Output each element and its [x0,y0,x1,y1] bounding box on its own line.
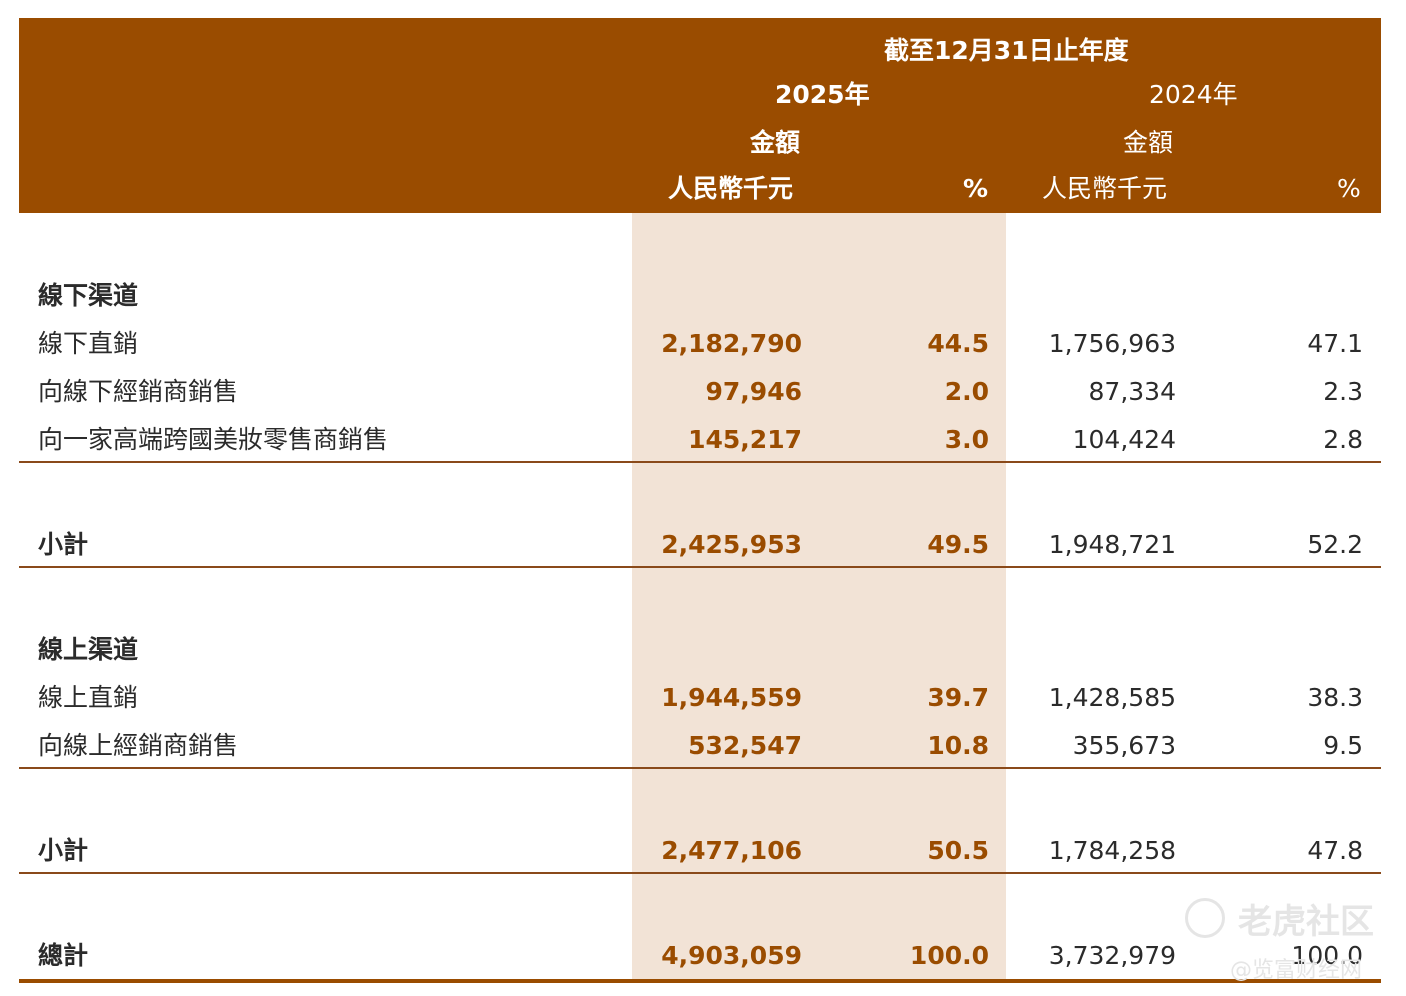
unit-2025-heading: 人民幣千元 [668,174,794,203]
pct-2024: 2.3 [1323,377,1363,406]
row-label: 向線上經銷商銷售 [38,731,239,760]
divider [19,872,1381,874]
divider [19,461,1381,463]
amount-2024: 87,334 [1088,377,1176,406]
row-label: 線上直銷 [38,683,139,712]
amount-2024-heading: 金額 [1123,128,1174,157]
subtotal-row-offline: 小計 2,425,953 49.5 1,948,721 52.2 [0,527,1406,563]
amount-2025: 532,547 [688,731,802,760]
pct-2025: 49.5 [927,530,989,559]
pct-2024: 52.2 [1307,530,1363,559]
pct-2024: 47.1 [1307,329,1363,358]
amount-2025-heading: 金額 [750,128,801,157]
section-title: 線上渠道 [38,635,139,664]
pct-2025-heading: % [963,174,989,203]
amount-2025: 4,903,059 [661,941,802,970]
row-label: 小計 [38,836,89,865]
watermark-credit: @览富财经网 [1230,958,1363,983]
amount-2025: 2,477,106 [661,836,802,865]
table-row: 向一家高端跨國美妝零售商銷售 145,217 3.0 104,424 2.8 [0,422,1406,458]
table-row: 線上直銷 1,944,559 39.7 1,428,585 38.3 [0,680,1406,716]
amount-2025: 2,425,953 [661,530,802,559]
section-offline: 線下渠道 [0,278,1406,314]
pct-2024: 9.5 [1323,731,1363,760]
amount-2024: 1,756,963 [1048,329,1176,358]
pct-2025: 44.5 [927,329,989,358]
row-label: 向線下經銷商銷售 [38,377,239,406]
current-year-highlight [632,213,1006,983]
divider [19,566,1381,568]
row-label: 總計 [38,941,89,970]
section-title: 線下渠道 [38,281,139,310]
amount-2024: 355,673 [1072,731,1176,760]
table-row: 向線下經銷商銷售 97,946 2.0 87,334 2.3 [0,374,1406,410]
amount-2025: 2,182,790 [661,329,802,358]
pct-2025: 10.8 [927,731,989,760]
amount-2024: 104,424 [1072,425,1176,454]
pct-2025: 50.5 [927,836,989,865]
pct-2025: 39.7 [927,683,989,712]
amount-2024: 1,948,721 [1048,530,1176,559]
row-label: 向一家高端跨國美妝零售商銷售 [38,425,389,454]
row-label: 線下直銷 [38,329,139,358]
tiger-logo-icon [1185,898,1225,938]
year-2024-heading: 2024年 [1149,80,1238,109]
watermark-brand: 老虎社区 [1238,902,1374,942]
amount-2024: 3,732,979 [1048,941,1176,970]
table-row: 線下直銷 2,182,790 44.5 1,756,963 47.1 [0,326,1406,362]
amount-2024: 1,784,258 [1048,836,1176,865]
amount-2025: 145,217 [688,425,802,454]
pct-2025: 3.0 [944,425,989,454]
pct-2025: 2.0 [944,377,989,406]
amount-2024: 1,428,585 [1048,683,1176,712]
year-2025-heading: 2025年 [775,80,870,109]
amount-2025: 1,944,559 [661,683,802,712]
table-header: 截至12月31日止年度 2025年 2024年 金額 金額 人民幣千元 % 人民… [19,18,1381,213]
amount-2025: 97,946 [705,377,802,406]
pct-2024: 2.8 [1323,425,1363,454]
pct-2025: 100.0 [909,941,989,970]
section-online: 線上渠道 [0,632,1406,668]
subtotal-row-online: 小計 2,477,106 50.5 1,784,258 47.8 [0,833,1406,869]
unit-2024-heading: 人民幣千元 [1042,174,1168,203]
pct-2024: 100.0 [1291,941,1363,970]
row-label: 小計 [38,530,89,559]
pct-2024: 38.3 [1307,683,1363,712]
pct-2024-heading: % [1337,174,1361,203]
divider [19,767,1381,769]
period-heading: 截至12月31日止年度 [884,36,1129,65]
table-row: 向線上經銷商銷售 532,547 10.8 355,673 9.5 [0,728,1406,764]
bottom-rule [19,979,1381,983]
total-row: 總計 4,903,059 100.0 3,732,979 100.0 [0,938,1406,974]
pct-2024: 47.8 [1307,836,1363,865]
